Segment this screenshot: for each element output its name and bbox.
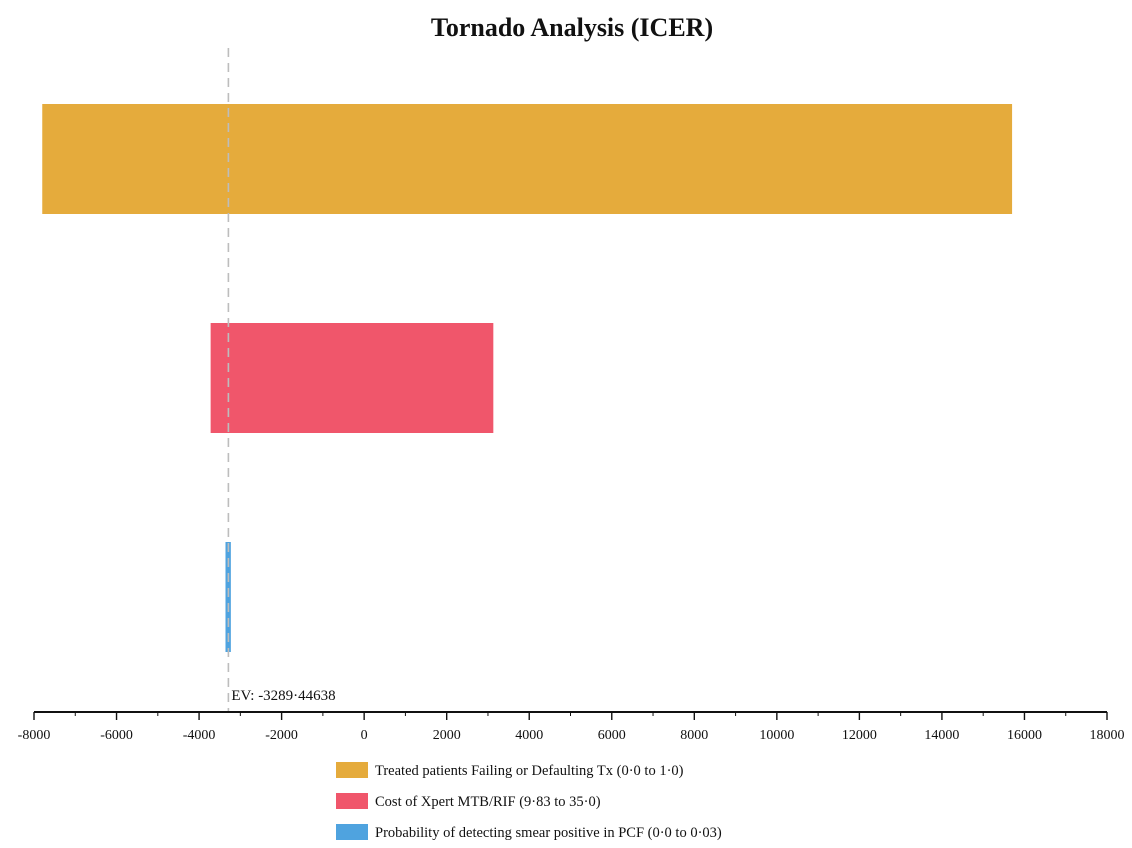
legend-item: Cost of Xpert MTB/RIF (9·83 to 35·0) <box>336 793 601 810</box>
legend-item: Probability of detecting smear positive … <box>336 824 722 841</box>
x-tick-label: 6000 <box>598 728 626 743</box>
x-tick-label: 0 <box>361 728 368 743</box>
x-tick-label: -6000 <box>100 728 133 743</box>
legend-swatch <box>336 793 368 809</box>
legend: Treated patients Failing or Defaulting T… <box>336 762 722 841</box>
chart-title: Tornado Analysis (ICER) <box>431 13 713 42</box>
x-axis: -8000 -6000 -4000 -2000 0 2000 4000 6000 8000 100… <box>18 711 1125 743</box>
tornado-bar <box>225 542 231 652</box>
tornado-bar <box>210 323 494 433</box>
legend-label: Probability of detecting smear positive … <box>375 825 722 841</box>
x-tick-label: 10000 <box>759 728 794 743</box>
x-tick-label: 8000 <box>680 728 708 743</box>
expected-value-label: EV: -3289·44638 <box>231 688 335 704</box>
x-tick-label: -8000 <box>18 728 51 743</box>
expected-value-layer: EV: -3289·44638 <box>227 48 336 712</box>
legend-label: Cost of Xpert MTB/RIF (9·83 to 35·0) <box>375 794 601 810</box>
x-tick-label: -4000 <box>183 728 216 743</box>
bars-layer <box>42 104 1013 652</box>
x-tick-label: -2000 <box>265 728 298 743</box>
x-tick-label: 14000 <box>924 728 959 743</box>
legend-swatch <box>336 824 368 840</box>
x-tick-label: 12000 <box>842 728 877 743</box>
x-tick-label: 16000 <box>1007 728 1042 743</box>
legend-item: Treated patients Failing or Defaulting T… <box>336 762 684 779</box>
x-tick-label: 2000 <box>433 728 461 743</box>
tornado-bar <box>42 104 1013 214</box>
legend-label: Treated patients Failing or Defaulting T… <box>375 763 684 779</box>
x-tick-label: 4000 <box>515 728 543 743</box>
legend-swatch <box>336 762 368 778</box>
x-tick-label: 18000 <box>1090 728 1125 743</box>
